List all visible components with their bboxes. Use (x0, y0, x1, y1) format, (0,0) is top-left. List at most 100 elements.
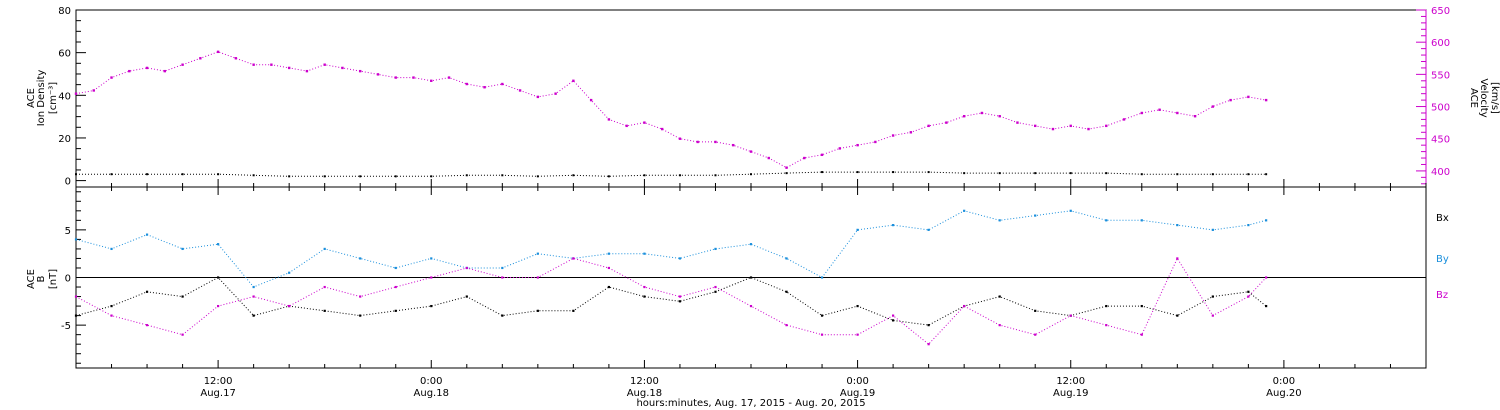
data-point (714, 247, 717, 251)
data-point (394, 76, 397, 79)
data-point (145, 66, 149, 70)
x-tick-label-time: 0:00 (846, 376, 868, 387)
data-point (785, 172, 788, 175)
data-point (820, 153, 824, 157)
data-point (1034, 333, 1037, 336)
data-point (323, 175, 326, 178)
data-point (1265, 173, 1268, 176)
density-tick-label: 80 (58, 6, 71, 17)
data-point (856, 171, 859, 174)
data-point (945, 121, 948, 124)
data-point (820, 314, 824, 317)
data-point (447, 76, 451, 79)
data-point (572, 257, 575, 260)
data-point (145, 324, 149, 327)
data-point (288, 304, 291, 308)
data-point (892, 314, 895, 317)
data-point (678, 137, 682, 140)
data-point (74, 314, 78, 317)
field-axis-ticks: -5 0 5 (61, 191, 86, 364)
data-point (217, 276, 220, 279)
data-point (643, 285, 646, 289)
velocity-axis-label-line3: [km/s] (1489, 82, 1500, 114)
velocity-tick-label: 400 (1431, 167, 1450, 178)
data-point (732, 143, 735, 147)
data-point (927, 343, 930, 346)
plasma-data-points (74, 50, 1268, 178)
data-point (430, 304, 433, 308)
data-point (110, 314, 113, 317)
data-point (181, 63, 184, 66)
data-point (1034, 172, 1037, 175)
field-axis-label-line2: B (36, 275, 47, 282)
x-tick-label-time: 0:00 (1273, 376, 1295, 387)
data-point (341, 66, 344, 70)
velocity-tick-label: 550 (1431, 70, 1450, 81)
x-tick-label-date: Aug.18 (627, 388, 662, 399)
density-axis-ticks: 0 20 40 60 80 (58, 6, 86, 188)
data-point (1176, 224, 1179, 227)
data-point (536, 252, 539, 255)
x-tick-label-time: 12:00 (204, 376, 233, 387)
data-point (252, 314, 255, 317)
x-tick-label-date: Aug.19 (840, 388, 875, 399)
series-trace (75, 51, 1267, 169)
data-point (412, 76, 415, 79)
data-point (625, 124, 628, 128)
data-point (181, 173, 184, 176)
data-point (607, 285, 610, 289)
field-data-points (74, 209, 1268, 346)
data-point (501, 314, 504, 317)
data-point (874, 140, 877, 144)
data-point (1247, 290, 1250, 293)
data-point (394, 285, 397, 289)
data-point (1158, 108, 1161, 111)
time-axis: 12:00Aug.170:00Aug.1812:00Aug.180:00Aug.… (75, 179, 1427, 399)
data-point (1176, 257, 1179, 260)
data-point (785, 166, 788, 169)
data-point (483, 86, 486, 89)
x-tick-label-date: Aug.20 (1266, 388, 1301, 399)
data-point (963, 304, 966, 308)
data-point (430, 79, 433, 82)
velocity-axis-ticks: 400 450 500 550 600 650 (1416, 6, 1450, 187)
series-trace (75, 257, 1267, 345)
data-point (1122, 118, 1126, 121)
data-point (607, 266, 610, 270)
velocity-tick-label: 600 (1431, 38, 1450, 49)
data-point (1069, 209, 1072, 212)
data-point (927, 124, 930, 128)
data-point (394, 175, 397, 178)
data-point (643, 252, 646, 255)
data-point (181, 333, 184, 336)
data-point (998, 295, 1001, 298)
data-point (962, 115, 966, 118)
data-point (1140, 333, 1143, 336)
density-tick-label: 40 (58, 91, 71, 102)
data-point (430, 276, 433, 279)
x-tick-label-time: 0:00 (420, 376, 442, 387)
data-point (749, 276, 753, 279)
series-trace (76, 171, 1267, 177)
data-point (838, 147, 842, 150)
data-point (128, 69, 131, 73)
velocity-axis-label-line2: Velocity (1478, 78, 1489, 117)
data-point (643, 174, 646, 177)
data-point (856, 228, 859, 231)
series-trace (75, 276, 1267, 326)
data-point (785, 290, 788, 293)
data-point (465, 82, 468, 86)
density-axis-label-line3: [cm⁻³] (48, 82, 59, 114)
data-point (359, 314, 362, 317)
data-point (749, 150, 753, 153)
data-point (430, 175, 433, 178)
plasma-panel-frame (75, 9, 1427, 188)
x-axis-title: hours:minutes, Aug. 17, 2015 - Aug. 20, … (636, 398, 865, 409)
data-point (74, 238, 78, 241)
density-tick-label: 60 (58, 49, 71, 60)
data-point (1264, 98, 1268, 102)
x-tick-label-date: Aug.19 (1053, 388, 1088, 399)
legend-entry: By (1436, 254, 1449, 265)
data-point (696, 140, 699, 144)
